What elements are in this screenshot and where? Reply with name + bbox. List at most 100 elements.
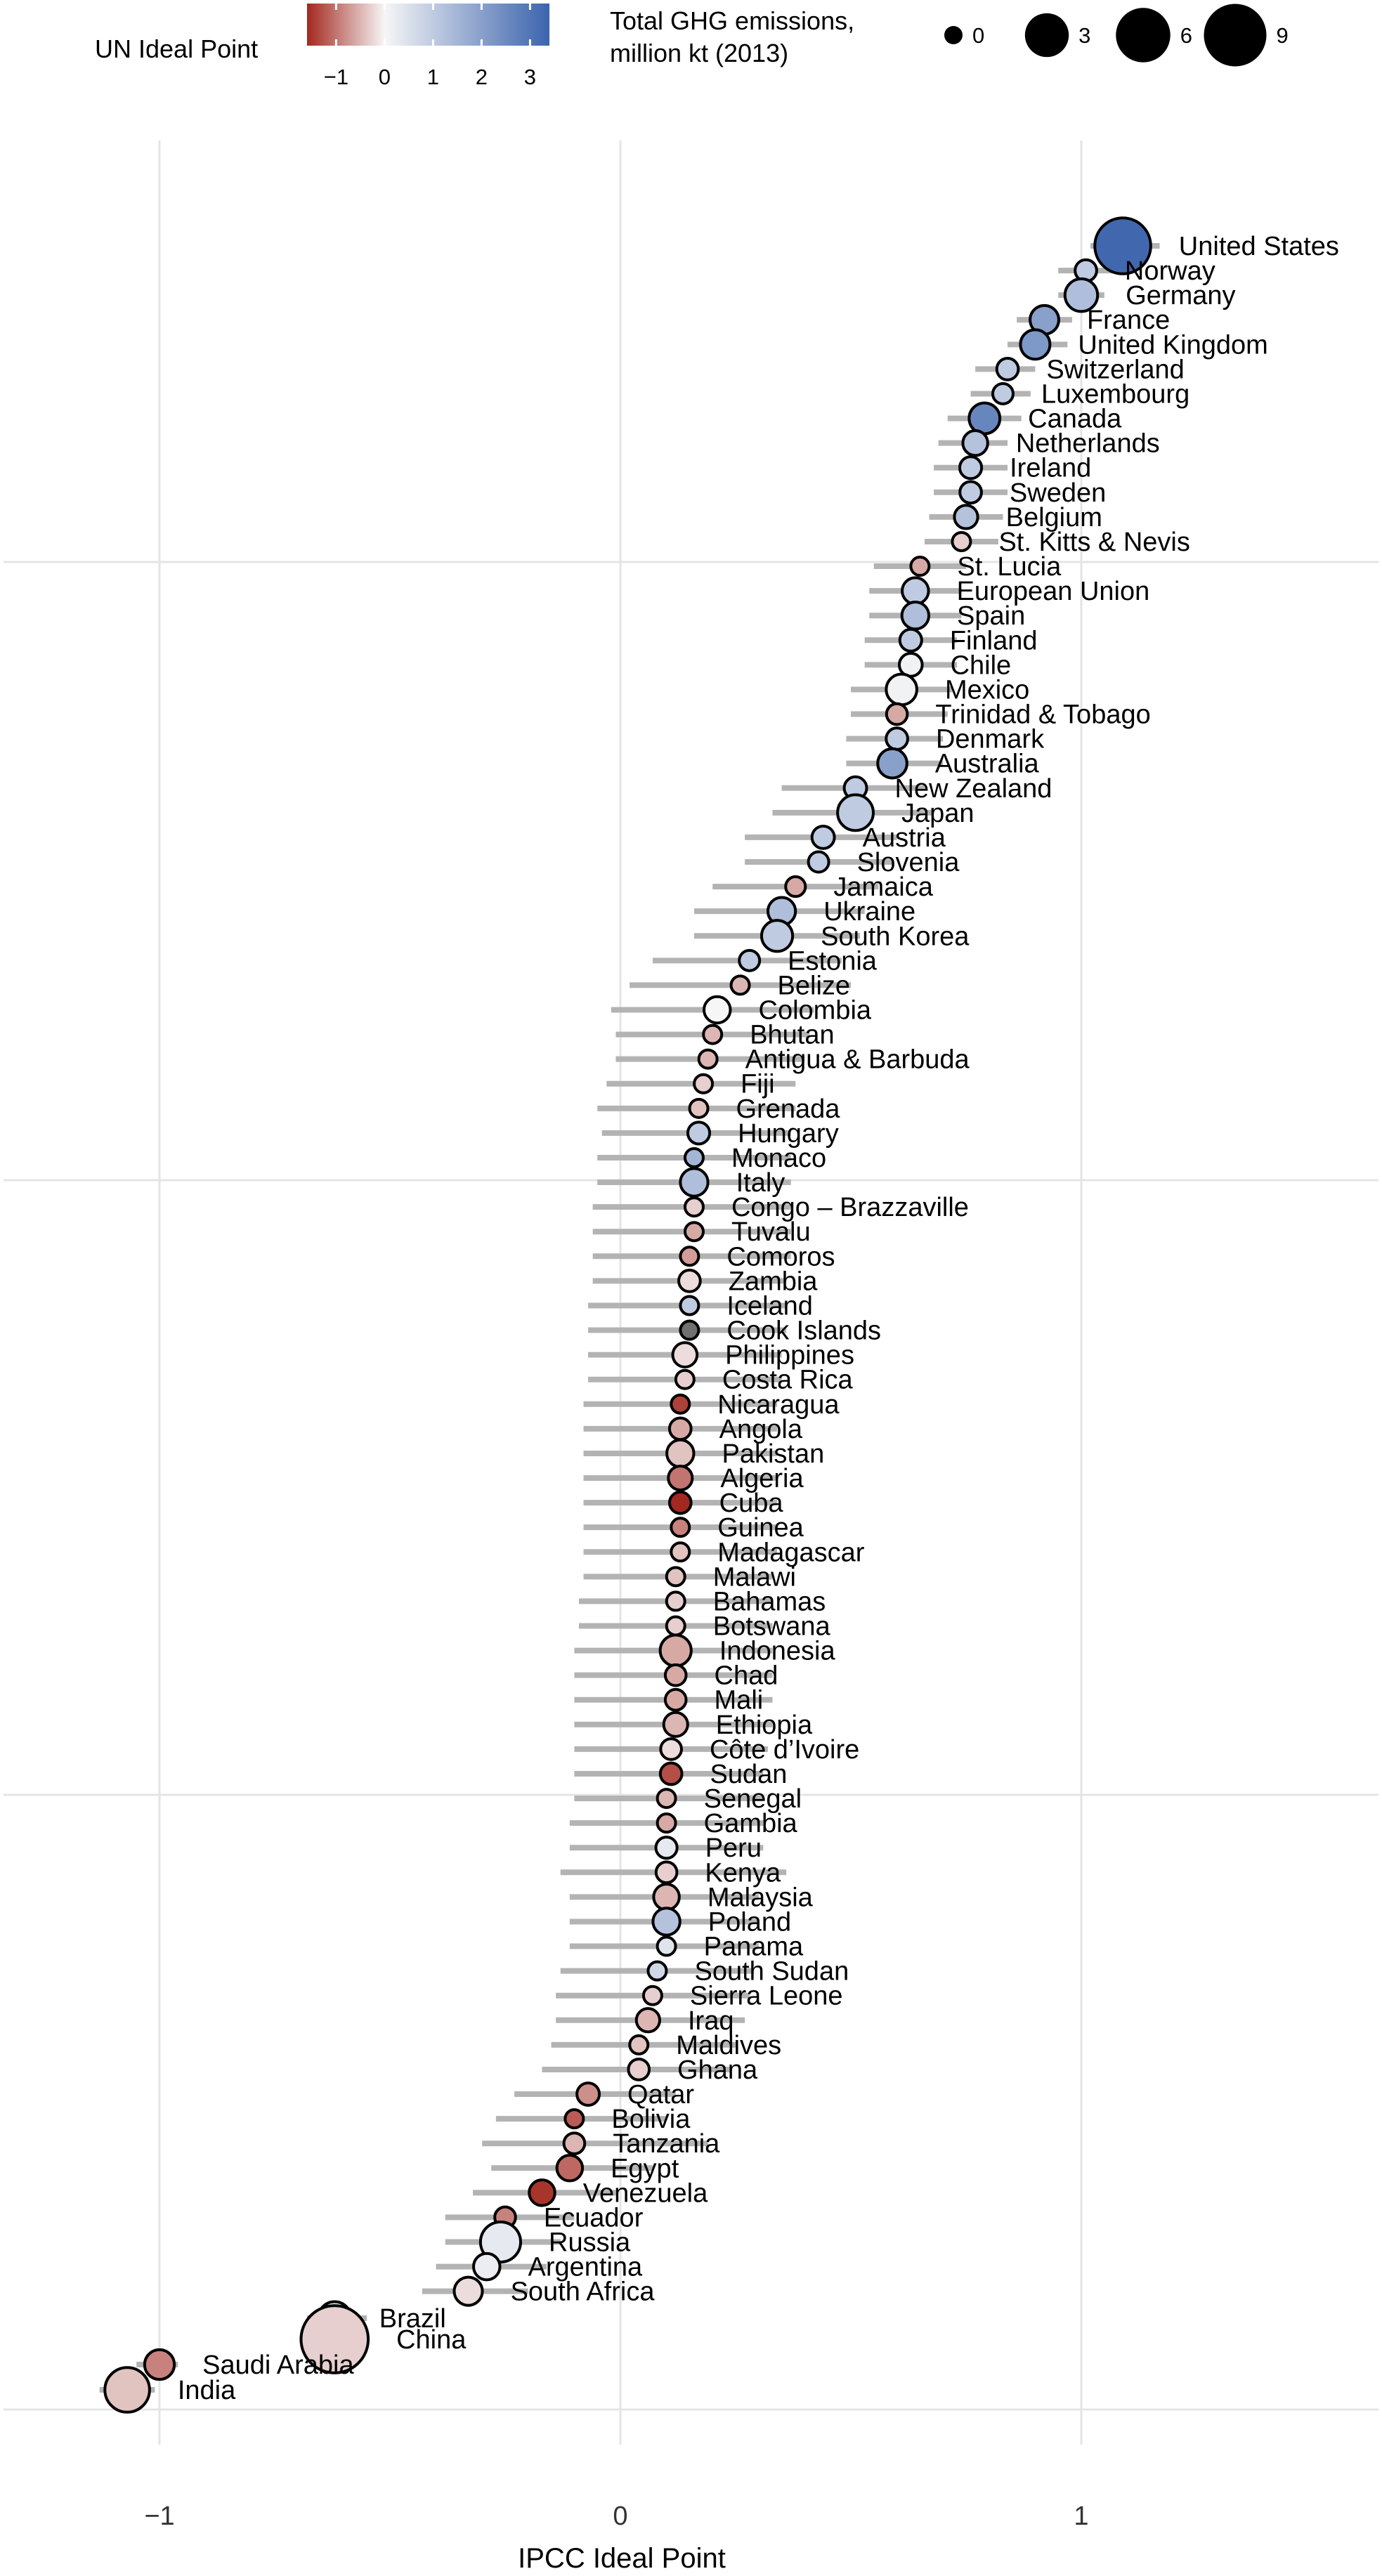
label-japan: Japan [901,799,974,828]
label-chile: Chile [951,650,1012,680]
point-china [299,2304,370,2374]
label-gambia: Gambia [704,1809,798,1838]
label-slovenia: Slovenia [857,848,960,877]
label-antigua-barbuda: Antigua & Barbuda [745,1045,970,1075]
point-austria [810,824,836,850]
label-sierra-leone: Sierra Leone [690,1982,843,2011]
size-legend-dot-2 [1116,8,1171,63]
point-slovenia [807,850,830,874]
point-belize [729,974,751,996]
label-saudi-arabia: Saudi Arabia [202,2351,354,2380]
label-peru: Peru [705,1833,762,1863]
point-maldives [628,2034,650,2055]
point-south-sudan [646,1960,668,1982]
size-legend-label-2: 6 [1180,23,1192,48]
color-legend-label-4: 3 [524,65,536,89]
point-botswana [665,1615,686,1637]
point-angola [667,1416,693,1441]
label-bhutan: Bhutan [750,1021,834,1050]
label-ethiopia: Ethiopia [716,1711,813,1740]
point-philippines [671,1341,699,1368]
point-nicaragua [670,1393,691,1415]
label-tanzania: Tanzania [613,2129,720,2159]
gridlines [4,140,1378,2445]
point-italy [679,1167,710,1198]
x-axis-ticks: −1 0 1 [144,2502,1088,2531]
point-estonia [738,948,762,972]
label-maldives: Maldives [676,2031,781,2060]
size-legend-dot-0 [944,26,963,44]
label-cote-d-ivoire: Côte d’Ivoire [710,1735,859,1765]
label-south-korea: South Korea [821,922,970,951]
label-sweden: Sweden [1010,478,1106,508]
point-netherlands [961,429,989,457]
label-cuba: Cuba [719,1489,784,1518]
label-south-sudan: South Sudan [694,1957,849,1987]
label-iraq: Iraq [688,2006,734,2036]
label-ukraine: Ukraine [823,897,915,927]
x-axis-title: IPCC Ideal Point [518,2543,726,2574]
point-panama [656,1935,677,1957]
size-legend-label-0: 0 [972,23,984,48]
color-legend-ticks: −1 0 1 2 3 [324,4,536,89]
label-estonia: Estonia [788,946,878,976]
point-jamaica [784,875,807,898]
label-jamaica: Jamaica [833,872,933,902]
point-argentina [472,2251,502,2282]
label-ecuador: Ecuador [544,2203,644,2232]
point-belgium [953,504,979,530]
color-legend-bar [307,4,549,46]
point-egypt [555,2154,585,2183]
label-guinea: Guinea [717,1513,804,1543]
label-zambia: Zambia [729,1267,819,1296]
point-comoros [679,1245,700,1267]
point-saudi-arabia [143,2348,176,2381]
label-monaco: Monaco [731,1144,826,1173]
label-comoros: Comoros [726,1242,835,1271]
point-poland [651,1907,682,1937]
label-mexico: Mexico [945,675,1029,705]
point-trinidad-tobago [885,702,909,726]
point-congo-brazzaville [683,1196,705,1218]
point-algeria [667,1464,694,1492]
label-italy: Italy [736,1168,785,1198]
x-tick-0: −1 [144,2502,174,2531]
point-iceland [679,1295,700,1316]
label-malaysia: Malaysia [708,1883,814,1912]
size-legend-items: 0 3 6 9 [944,4,1289,67]
label-tuvalu: Tuvalu [731,1217,811,1247]
label-trinidad-tobago: Trinidad & Tobago [935,700,1150,730]
point-madagascar [670,1541,691,1563]
label-colombia: Colombia [759,995,872,1025]
label-switzerland: Switzerland [1046,355,1184,384]
point-sweden [958,480,983,505]
point-pakistan [665,1438,696,1469]
point-costa-rica [674,1368,696,1390]
label-brazil: Brazil [379,2304,446,2334]
point-qatar [575,2081,601,2107]
points [103,216,1152,2414]
label-austria: Austria [863,823,946,853]
point-guinea [670,1517,691,1538]
point-ethiopia [662,1711,689,1738]
point-hungary [686,1120,712,1146]
label-hungary: Hungary [738,1119,839,1149]
point-japan [836,793,875,832]
label-new-zealand: New Zealand [895,774,1052,804]
label-egypt: Egypt [611,2154,679,2183]
label-kenya: Kenya [705,1858,781,1888]
label-norway: Norway [1125,256,1215,286]
color-legend-label-2: 1 [427,65,439,89]
point-south-africa [452,2275,484,2307]
label-bahamas: Bahamas [713,1587,826,1616]
label-panama: Panama [704,1933,804,1962]
label-luxembourg: Luxembourg [1041,379,1189,409]
point-kenya [654,1860,679,1885]
point-cuba [667,1490,693,1515]
color-legend-label-1: 0 [379,65,391,89]
point-fiji [693,1073,715,1094]
color-legend-label-0: −1 [324,65,348,89]
point-european-union [901,576,930,606]
